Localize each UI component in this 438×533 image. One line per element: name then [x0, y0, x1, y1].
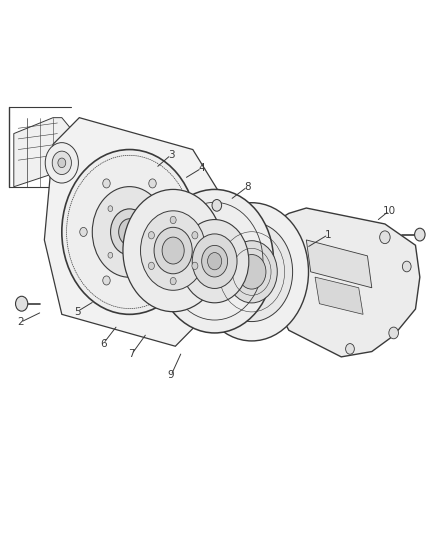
Circle shape	[208, 253, 222, 270]
Text: 5: 5	[74, 306, 81, 317]
Polygon shape	[315, 277, 363, 314]
Circle shape	[172, 228, 179, 237]
Circle shape	[277, 286, 288, 300]
Circle shape	[237, 255, 266, 289]
Text: 9: 9	[168, 370, 174, 381]
Circle shape	[195, 203, 308, 341]
Circle shape	[58, 158, 66, 167]
Circle shape	[380, 231, 390, 244]
Circle shape	[15, 296, 28, 311]
Circle shape	[92, 187, 167, 277]
Circle shape	[80, 228, 87, 237]
Circle shape	[148, 262, 155, 270]
Text: 4: 4	[198, 163, 205, 173]
Circle shape	[123, 189, 223, 312]
Text: 1: 1	[325, 230, 332, 240]
Circle shape	[62, 150, 197, 314]
Circle shape	[192, 262, 198, 270]
Circle shape	[277, 222, 288, 236]
Polygon shape	[306, 240, 372, 288]
Circle shape	[212, 199, 222, 211]
Circle shape	[103, 276, 110, 285]
Circle shape	[415, 228, 425, 241]
Circle shape	[155, 189, 274, 333]
Circle shape	[180, 220, 249, 303]
Polygon shape	[14, 118, 71, 187]
Polygon shape	[123, 171, 166, 213]
Circle shape	[389, 327, 399, 339]
Text: 10: 10	[383, 206, 396, 216]
Circle shape	[211, 222, 293, 321]
Circle shape	[192, 234, 237, 288]
Circle shape	[45, 143, 78, 183]
Text: 3: 3	[168, 150, 174, 160]
Circle shape	[192, 232, 198, 239]
Circle shape	[226, 241, 277, 303]
Circle shape	[146, 252, 151, 258]
Circle shape	[141, 211, 206, 290]
Circle shape	[346, 344, 354, 354]
Circle shape	[103, 179, 110, 188]
Circle shape	[108, 206, 113, 212]
Circle shape	[146, 206, 151, 212]
Text: 2: 2	[17, 317, 24, 327]
Text: 8: 8	[244, 182, 251, 192]
Circle shape	[149, 276, 156, 285]
Circle shape	[162, 237, 184, 264]
Circle shape	[149, 179, 156, 188]
Polygon shape	[272, 208, 420, 357]
Circle shape	[154, 227, 192, 274]
Circle shape	[170, 278, 176, 285]
Circle shape	[108, 252, 113, 258]
Text: 6: 6	[100, 338, 106, 349]
Circle shape	[110, 209, 148, 255]
Text: 7: 7	[128, 349, 135, 359]
Circle shape	[52, 151, 71, 174]
Circle shape	[201, 245, 228, 277]
Circle shape	[170, 216, 176, 224]
Circle shape	[263, 241, 297, 284]
Circle shape	[119, 219, 140, 245]
Circle shape	[271, 251, 290, 274]
Circle shape	[403, 261, 411, 272]
Circle shape	[148, 232, 155, 239]
Polygon shape	[44, 118, 219, 346]
